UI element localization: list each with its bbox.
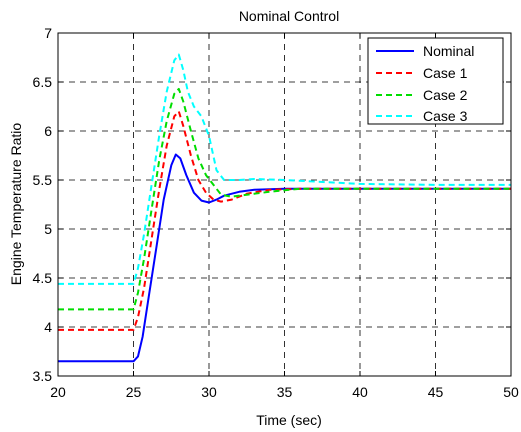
x-tick-label: 25 [126,384,142,400]
y-tick-label: 6.5 [33,74,53,90]
legend-label-case-1: Case 1 [423,65,468,81]
x-tick-label: 30 [201,384,217,400]
legend-entry-nominal: Nominal [376,43,474,59]
x-tick-label: 35 [277,384,293,400]
x-tick-label: 20 [50,384,66,400]
x-tick-label: 45 [428,384,444,400]
series-line-case-2 [58,87,511,311]
chart-title: Nominal Control [239,8,339,24]
y-tick-labels: 3.5 4 4.5 5 5.5 6 6.5 7 [33,25,53,384]
series-line-case-1 [58,110,511,331]
x-tick-label: 40 [352,384,368,400]
series-line-nominal [58,153,511,363]
legend-box [367,37,504,125]
legend-entry-case-2: Case 2 [376,87,468,103]
x-tick-label: 50 [503,384,519,400]
series-group [58,53,511,363]
axis-ticks [57,32,512,377]
y-tick-label: 6 [44,123,52,139]
legend-label-case-2: Case 2 [423,87,468,103]
y-tick-label: 5.5 [33,172,53,188]
y-axis-label: Engine Temperature Ratio [8,123,24,286]
x-tick-labels: 20 25 30 35 40 45 50 [50,384,519,400]
x-axis-label: Time (sec) [256,412,322,428]
y-tick-label: 4.5 [33,270,53,286]
legend-label-nominal: Nominal [423,43,474,59]
y-tick-label: 5 [44,221,52,237]
legend: Nominal Case 1 Case 2 Case 3 [367,37,504,125]
y-tick-label: 7 [44,25,52,41]
y-tick-label: 4 [44,319,52,335]
legend-entry-case-3: Case 3 [376,108,468,124]
y-tick-label: 3.5 [33,368,53,384]
legend-label-case-3: Case 3 [423,108,468,124]
series-line-case-3 [58,53,511,285]
legend-entry-case-1: Case 1 [376,65,468,81]
